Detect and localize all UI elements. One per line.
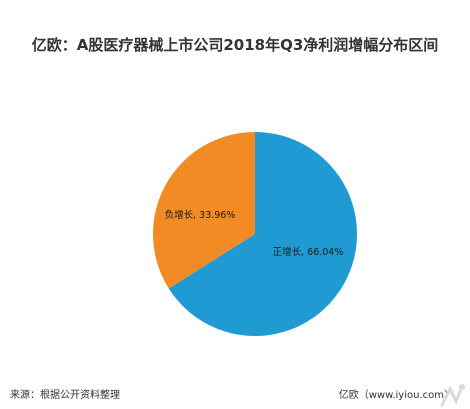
pie-slice-0: [168, 132, 357, 336]
pie-slice-label-0: 正增长, 66.04%: [273, 246, 344, 258]
watermark-logo-icon: [440, 384, 465, 407]
credit-note: 亿欧（www.iyiou.com）: [338, 390, 454, 401]
pie-slice-1: [153, 132, 255, 289]
chart-title: 亿欧：A股医疗器械上市公司2018年Q3净利润增幅分布区间: [31, 36, 439, 54]
pie-slice-label-1: 负增长, 33.96%: [165, 209, 236, 221]
source-note: 来源：根据公开资料整理: [10, 390, 120, 401]
